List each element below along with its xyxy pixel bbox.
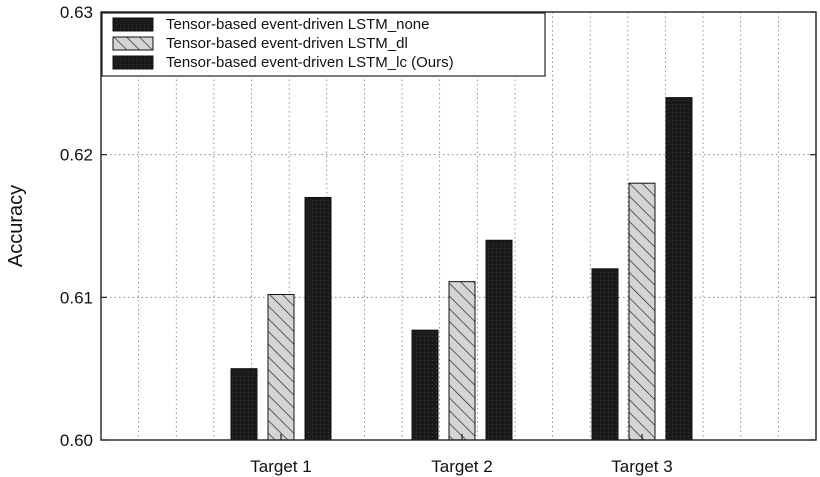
bar-lc-2 (485, 239, 513, 441)
bar-dl-1 (267, 293, 295, 441)
legend-swatch-none (112, 17, 154, 32)
x-tick-label: Target 1 (250, 457, 311, 476)
bar-none-2 (411, 329, 439, 441)
legend-label-lc: Tensor-based event-driven LSTM_lc (Ours) (166, 54, 454, 71)
bar-none-1 (230, 368, 258, 441)
legend: Tensor-based event-driven LSTM_none Tens… (101, 12, 546, 77)
bar-lc-3 (665, 97, 693, 441)
x-tick-label: Target 2 (431, 457, 492, 476)
bar-dl-2 (448, 281, 476, 441)
bars (230, 97, 693, 441)
y-tick-label: 0.61 (60, 288, 93, 307)
legend-label-none: Tensor-based event-driven LSTM_none (166, 16, 429, 33)
y-tick-label: 0.63 (60, 3, 93, 22)
y-tick-label: 0.60 (60, 431, 93, 450)
x-axis-ticks: Target 1 Target 2 Target 3 (250, 434, 673, 476)
legend-box (101, 12, 546, 77)
x-tick-label: Target 3 (611, 457, 672, 476)
legend-label-dl: Tensor-based event-driven LSTM_dl (166, 35, 408, 52)
y-axis-label: Accuracy (5, 185, 27, 267)
y-tick-label: 0.62 (60, 146, 93, 165)
plot-frame (100, 11, 817, 441)
bar-none-3 (591, 268, 619, 441)
legend-swatch-dl (112, 36, 154, 51)
bar-lc-1 (304, 196, 332, 441)
bar-dl-3 (628, 182, 656, 441)
y-axis-ticks: 0.60 0.61 0.62 0.63 (60, 3, 816, 450)
legend-swatch-lc (112, 55, 154, 70)
